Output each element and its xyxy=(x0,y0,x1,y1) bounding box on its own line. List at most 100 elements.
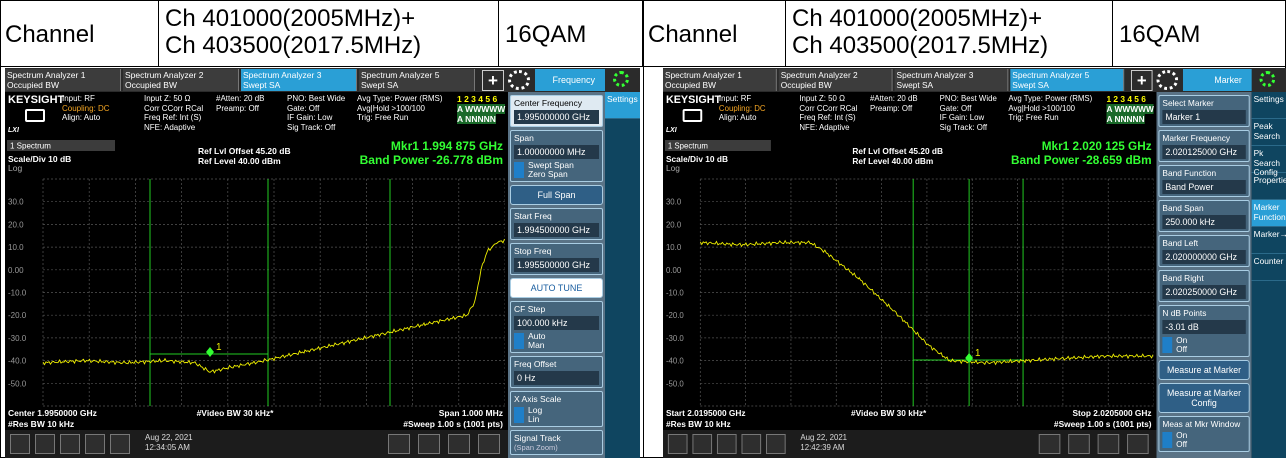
tab[interactable]: Spectrum Analyzer 3 Swept SA xyxy=(894,69,1009,91)
menu-label: Freq Offset xyxy=(514,359,557,369)
menu-item[interactable]: Band Left 2.020000000 GHz xyxy=(1158,235,1250,267)
status-text: Avg Type: Power (RMS) xyxy=(1008,94,1093,103)
footer: #Video BW 30 kHz* xyxy=(851,408,927,418)
taskbar-button[interactable] xyxy=(692,434,713,454)
taskbar-button[interactable] xyxy=(60,434,80,454)
menu-value: 2.020250000 GHz xyxy=(1162,285,1246,299)
status-text: Trig: Free Run xyxy=(1008,113,1059,122)
taskbar-button[interactable] xyxy=(478,434,500,454)
scale-type: Log xyxy=(666,163,680,173)
modulation: 16QAM xyxy=(1119,21,1201,48)
menu-item[interactable]: Center Frequency 1.995000000 GHz xyxy=(510,95,603,127)
menu-title[interactable]: Marker xyxy=(1182,69,1252,91)
menu-item[interactable]: Start Freq 1.994500000 GHz xyxy=(510,208,603,240)
toggle-bar xyxy=(1162,337,1173,353)
toggle-bar xyxy=(514,162,524,178)
plot-bg xyxy=(663,138,1154,430)
y-label: 0.00 xyxy=(8,266,24,275)
status-text: IF Gain: Low xyxy=(287,113,333,122)
menu-item[interactable]: Band Span 250.000 kHz xyxy=(1158,200,1250,232)
taskbar-button[interactable] xyxy=(716,434,737,454)
marker-diamond xyxy=(965,353,974,363)
toggle-options: On Off xyxy=(1176,336,1187,354)
menu-value: 1.00000000 MHz xyxy=(514,145,599,159)
tab[interactable]: Spectrum Analyzer 5 Swept SA xyxy=(1010,69,1125,91)
status-text: PNO: Best Wide xyxy=(287,94,346,103)
menu-button[interactable]: Full Span xyxy=(510,185,603,205)
menu-item[interactable]: Marker Frequency 2.020125000 GHz xyxy=(1158,130,1250,162)
taskbar-button[interactable] xyxy=(766,434,786,454)
tab[interactable]: Spectrum Analyzer 3 Swept SA xyxy=(241,69,357,91)
taskbar-button[interactable] xyxy=(448,434,470,454)
footer: #Video BW 30 kHz* xyxy=(197,408,275,418)
tab-mode: Occupied BW xyxy=(7,80,59,90)
taskbar-button[interactable] xyxy=(667,434,688,454)
menu-value: 0 Hz xyxy=(514,371,599,385)
taskbar-button[interactable] xyxy=(1127,434,1149,454)
side-tab[interactable]: Settings xyxy=(1251,92,1286,119)
menu-item[interactable]: Band Function Band Power xyxy=(1158,165,1250,197)
side-tab[interactable]: Pk Search Config xyxy=(1251,146,1286,177)
taskbar-button[interactable] xyxy=(35,434,55,454)
tab[interactable]: Spectrum Analyzer 1 Occupied BW xyxy=(663,69,777,91)
tab[interactable]: Spectrum Analyzer 1 Occupied BW xyxy=(5,69,121,91)
tab[interactable]: Spectrum Analyzer 2 Occupied BW xyxy=(123,69,239,91)
tab-mode: Occupied BW xyxy=(780,80,832,90)
tab-name: Spectrum Analyzer 2 xyxy=(125,70,204,80)
taskbar-button[interactable] xyxy=(1068,434,1090,454)
menu-label: X Axis Scale xyxy=(514,394,562,404)
taskbar-button[interactable] xyxy=(388,434,410,454)
settings-gear xyxy=(508,70,530,90)
y-label: -20.0 xyxy=(666,311,684,320)
add-tab[interactable]: + xyxy=(482,70,504,91)
channel-line: Ch 403500(2017.5MHz) xyxy=(165,32,422,59)
side-tab[interactable]: Properties xyxy=(1251,173,1286,200)
menu-item[interactable]: Signal Track (Span Zoom) xyxy=(510,430,603,455)
status-text: NFE: Adaptive xyxy=(144,122,196,132)
analyzer-screen: Spectrum Analyzer 1 Occupied BW Spectrum A… xyxy=(5,68,640,458)
menu-item[interactable]: Span 1.00000000 MHz Swept Span Zero Span xyxy=(510,130,603,182)
add-tab[interactable]: + xyxy=(1130,70,1153,91)
menu-item[interactable]: X Axis Scale Log Lin xyxy=(510,391,603,427)
taskbar-button[interactable] xyxy=(85,434,105,454)
menu-item[interactable]: Meas at Mkr Window On Off xyxy=(1158,416,1250,452)
menu-item[interactable]: N dB Points -3.01 dB On Off xyxy=(1158,305,1250,357)
tab[interactable]: Spectrum Analyzer 2 Occupied BW xyxy=(778,69,893,91)
menu-button[interactable]: Measure at Marker xyxy=(1158,360,1250,380)
side-tabs: Settings Peak Search Pk Search Config Prope… xyxy=(1251,92,1286,458)
ref-offset: Ref Lvl Offset 45.20 dB xyxy=(852,146,943,156)
taskbar-button[interactable] xyxy=(110,434,130,454)
toggle-option: Log xyxy=(528,405,543,415)
menu-item[interactable]: Stop Freq 1.995500000 GHz xyxy=(510,243,603,275)
toggle-bar xyxy=(1162,432,1173,448)
menu-item[interactable]: Band Right 2.020250000 GHz xyxy=(1158,270,1250,302)
softkey-menu: Center Frequency 1.995000000 GHz Span 1.000… xyxy=(508,92,605,458)
menu-item[interactable]: CF Step 100.000 kHz Auto Man xyxy=(510,301,603,353)
menu-button[interactable]: Measure at Marker Config xyxy=(1158,383,1250,413)
menu-label: Meas at Mkr Window xyxy=(1162,419,1241,429)
side-tab[interactable]: Marker Function xyxy=(1251,200,1286,227)
side-tab[interactable]: Marker→ xyxy=(1251,227,1286,254)
taskbar-button[interactable] xyxy=(1038,434,1061,454)
taskbar-button[interactable] xyxy=(741,434,762,454)
window-select xyxy=(7,140,115,151)
taskbar-button[interactable] xyxy=(418,434,440,454)
menu-item[interactable]: Freq Offset 0 Hz xyxy=(510,356,603,388)
menu-value: -3.01 dB xyxy=(1162,320,1246,334)
side-tab[interactable]: Settings xyxy=(605,92,640,119)
status-text: Sig Track: Off xyxy=(287,122,336,132)
menu-value: 1.995500000 GHz xyxy=(514,258,599,272)
taskbar-button[interactable] xyxy=(1097,434,1120,454)
menu-button[interactable]: AUTO TUNE xyxy=(510,278,603,298)
menu-item[interactable]: Select Marker Marker 1 xyxy=(1158,95,1250,127)
tab[interactable]: Spectrum Analyzer 5 Swept SA xyxy=(359,69,475,91)
menu-value: 2.020000000 GHz xyxy=(1162,250,1246,264)
menu-title[interactable]: Frequency xyxy=(535,69,605,91)
side-tab[interactable]: Peak Search xyxy=(1251,119,1286,146)
menu-label: CF Step xyxy=(514,304,546,314)
side-tab[interactable]: Counter xyxy=(1251,254,1286,281)
status-text: Coupling: DC xyxy=(62,103,110,113)
busy-icon xyxy=(613,71,629,87)
taskbar-button[interactable] xyxy=(10,434,30,454)
menu-value: 1.994500000 GHz xyxy=(514,223,599,237)
